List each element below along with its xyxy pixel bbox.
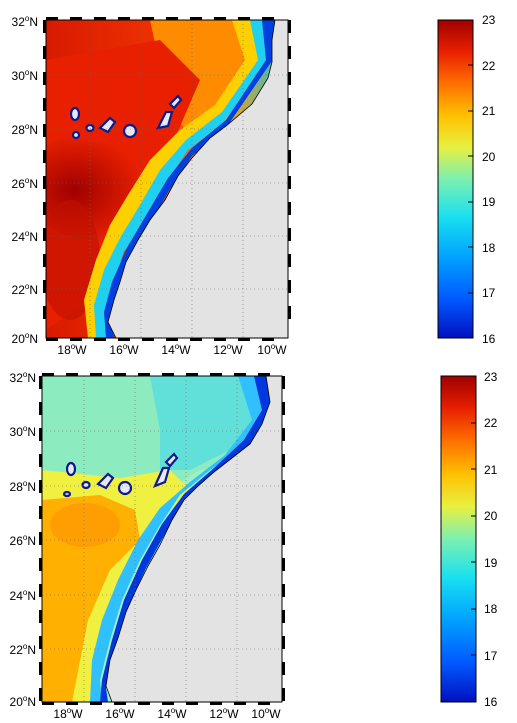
x-tick-label: 18oW xyxy=(57,342,87,355)
y-tick-label: 26oN xyxy=(10,533,36,548)
map-bottom: 32oN 30oN 28oN 26oN 24oN 22oN 20oN 18oW … xyxy=(10,370,285,721)
y-tick-label: 30oN xyxy=(12,68,38,83)
graticule-bottom xyxy=(42,376,282,702)
x-tick-label: 12oW xyxy=(209,706,239,721)
x-tick-label: 10oW xyxy=(257,342,287,355)
colorbar-tick-label: 17 xyxy=(484,649,498,663)
canary-islands-bottom xyxy=(62,452,179,498)
y-tick-label: 32oN xyxy=(12,14,38,29)
colorbar-gradient-bottom xyxy=(440,375,477,703)
land-africa-bottom xyxy=(105,376,282,702)
y-tick-label: 30oN xyxy=(10,424,36,439)
colorbar-tick-label: 19 xyxy=(484,556,498,570)
colorbar-top: 23 22 21 20 19 18 17 16 xyxy=(437,13,496,346)
x-tick-label: 16oW xyxy=(109,342,139,355)
y-tick-label: 22oN xyxy=(10,642,36,657)
colorbar-tick-label: 17 xyxy=(482,286,496,300)
colorbar-ticks-top xyxy=(468,19,473,339)
colorbar-tick-label: 23 xyxy=(484,370,498,384)
y-tick-label: 20oN xyxy=(10,694,36,709)
colorbar-tick-label: 16 xyxy=(482,332,496,346)
colorbar-tick-label: 21 xyxy=(482,104,496,118)
colorbar-ticks-bottom xyxy=(471,375,476,703)
x-tick-label: 16oW xyxy=(105,706,135,721)
colorbar-tick-label: 23 xyxy=(482,13,496,27)
y-tick-label: 22oN xyxy=(12,282,38,297)
colorbar-gradient-top xyxy=(437,19,474,339)
x-tick-label: 14oW xyxy=(161,342,191,355)
colorbar-labels-top: 23 22 21 20 19 18 17 16 xyxy=(482,13,496,346)
y-tick-label: 32oN xyxy=(10,370,36,385)
colorbar-tick-label: 20 xyxy=(482,150,496,164)
x-tick-label: 18oW xyxy=(53,706,83,721)
colorbar-tick-label: 22 xyxy=(484,416,498,430)
y-tick-label: 24oN xyxy=(12,229,38,244)
map-top: 32oN 30oN 28oN 26oN 24oN 22oN 20oN 18oW … xyxy=(12,14,291,355)
x-tick-label: 14oW xyxy=(157,706,187,721)
x-tick-label: 12oW xyxy=(213,342,243,355)
y-tick-label: 28oN xyxy=(10,479,36,494)
y-axis-labels-top: 32oN 30oN 28oN 26oN 24oN 22oN 20oN xyxy=(12,14,38,346)
x-tick-label: 10oW xyxy=(251,706,281,721)
graticule-top xyxy=(46,20,288,338)
y-axis-labels-bottom: 32oN 30oN 28oN 26oN 24oN 22oN 20oN xyxy=(10,370,36,709)
x-axis-labels-bottom: 18oW 16oW 14oW 12oW 10oW xyxy=(53,706,281,721)
land-africa-top xyxy=(107,20,288,338)
y-tick-label: 26oN xyxy=(12,176,38,191)
colorbar-tick-label: 16 xyxy=(484,695,498,709)
y-tick-label: 20oN xyxy=(12,331,38,346)
frame-ticks-top xyxy=(43,17,291,341)
colorbar-tick-label: 19 xyxy=(482,195,496,209)
colorbar-tick-label: 18 xyxy=(482,241,496,255)
y-tick-label: 24oN xyxy=(10,588,36,603)
colorbar-tick-label: 20 xyxy=(484,509,498,523)
colorbar-tick-label: 18 xyxy=(484,602,498,616)
y-tick-label: 28oN xyxy=(12,122,38,137)
colorbar-tick-label: 22 xyxy=(482,59,496,73)
colorbar-labels-bottom: 23 22 21 20 19 18 17 16 xyxy=(484,370,498,709)
x-axis-labels-top: 18oW 16oW 14oW 12oW 10oW xyxy=(57,342,287,355)
frame-ticks-bottom xyxy=(39,373,285,705)
colorbar-tick-label: 21 xyxy=(484,463,498,477)
